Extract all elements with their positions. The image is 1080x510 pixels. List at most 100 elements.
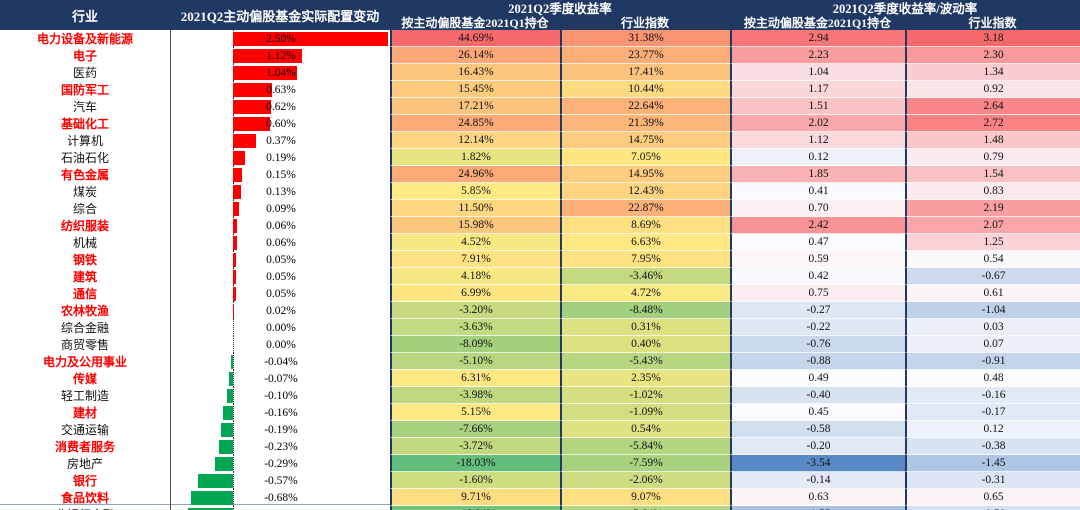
negative-allocation-bar [190,490,233,505]
table-row: 国防军工 0.63% 15.45% 10.44% 1.17 0.92 [0,81,1080,98]
industry-label: 石油石化 [60,151,109,165]
return-index-cell: 14.75% [560,132,730,149]
rv-index-cell: 2.07 [905,217,1080,234]
industry-label: 商贸零售 [60,338,109,352]
return-holdings-cell: 16.43% [390,64,560,81]
table-row: 综合金融 0.00% -3.63% 0.31% -0.22 0.03 [0,319,1080,336]
return-holdings-cell: 15.45% [390,81,560,98]
return-index-cell: 22.87% [560,200,730,217]
industry-label: 综合金融 [60,321,109,335]
rv-index-cell: 0.12 [905,421,1080,438]
rv-holdings-cell: -0.22 [730,319,905,336]
rv-holdings-cell: -1.55 [730,506,905,510]
allocation-value: 0.05% [266,253,296,266]
allocation-bar-cell: 0.09% [170,200,390,217]
rv-index-cell: -1.45 [905,455,1080,472]
table-row: 煤炭 0.13% 5.85% 12.43% 0.41 0.83 [0,183,1080,200]
return-holdings-cell: -8.09% [390,336,560,353]
rv-holdings-cell: 0.41 [730,183,905,200]
table-row: 建筑 0.05% 4.18% -3.46% 0.42 -0.67 [0,268,1080,285]
allocation-bar-cell: 0.15% [170,166,390,183]
negative-allocation-bar [226,388,233,403]
allocation-bar-cell: 0.05% [170,285,390,302]
rv-index-cell: 1.25 [905,234,1080,251]
rv-holdings-cell: -0.88 [730,353,905,370]
rv-index-cell: 3.18 [905,30,1080,47]
allocation-value: 1.12% [266,49,296,62]
return-holdings-cell: 1.82% [390,149,560,166]
allocation-value: 0.19% [266,151,296,164]
return-holdings-cell: 12.14% [390,132,560,149]
allocation-bar-cell: 0.60% [170,115,390,132]
return-index-cell: -5.43% [560,353,730,370]
return-index-cell: -1.09% [560,404,730,421]
rv-index-cell: -0.67 [905,268,1080,285]
table-row: 基础化工 0.60% 24.85% 21.39% 2.02 2.72 [0,115,1080,132]
industry-label: 交通运输 [60,423,109,437]
industry-label: 纺织服装 [60,219,109,233]
return-index-cell: 4.72% [560,285,730,302]
return-index-cell: 7.95% [560,251,730,268]
table-row: 食品饮料 -0.68% 9.71% 9.07% 0.63 0.65 [0,489,1080,506]
rv-holdings-cell: -0.58 [730,421,905,438]
allocation-bar-cell: -0.16% [170,404,390,421]
header-group-quarterly-return: 2021Q2季度收益率 [508,1,612,16]
allocation-value: 0.62% [266,100,296,113]
header-industry: 行业 [71,8,98,24]
allocation-value: 0.06% [266,236,296,249]
table-row: 商贸零售 0.00% -8.09% 0.40% -0.76 0.07 [0,336,1080,353]
return-holdings-cell: -1.60% [390,472,560,489]
allocation-value: -0.19% [264,423,298,436]
table-row: 汽车 0.62% 17.21% 22.64% 1.51 2.64 [0,98,1080,115]
rv-holdings-cell: 1.85 [730,166,905,183]
positive-allocation-bar [233,184,242,199]
return-holdings-cell: 5.85% [390,183,560,200]
table-row: 钢铁 0.05% 7.91% 7.95% 0.59 0.54 [0,251,1080,268]
table-row: 通信 0.05% 6.99% 4.72% 0.75 0.61 [0,285,1080,302]
industry-label: 食品饮料 [60,491,109,505]
industry-label: 房地产 [66,457,103,471]
return-index-cell: 9.07% [560,489,730,506]
allocation-bar-cell: 0.00% [170,336,390,353]
negative-allocation-bar [187,507,233,510]
allocation-bar-cell: -0.04% [170,353,390,370]
rv-holdings-cell: -0.14 [730,472,905,489]
return-index-cell: 17.41% [560,64,730,81]
table-row: 机械 0.06% 4.52% 6.63% 0.47 1.25 [0,234,1080,251]
rv-holdings-cell: 0.70 [730,200,905,217]
negative-allocation-bar [215,456,233,471]
rv-holdings-cell: 0.75 [730,285,905,302]
negative-allocation-bar [218,439,233,454]
allocation-value: 0.63% [266,83,296,96]
rv-holdings-cell: 0.59 [730,251,905,268]
rv-holdings-cell: 0.47 [730,234,905,251]
return-index-cell: 14.95% [560,166,730,183]
rv-holdings-cell: 0.49 [730,370,905,387]
industry-label: 基础化工 [60,117,109,131]
industry-label: 电子 [72,49,97,63]
allocation-bar-cell: 0.05% [170,251,390,268]
rv-holdings-cell: 2.23 [730,47,905,64]
return-holdings-cell: -5.10% [390,353,560,370]
return-index-cell: 21.39% [560,115,730,132]
allocation-bar-cell: 1.12% [170,47,390,64]
rv-index-cell: 0.07 [905,336,1080,353]
return-holdings-cell: 24.96% [390,166,560,183]
header-allocation-change: 2021Q2主动偏股基金实际配置变动 [180,8,380,24]
allocation-value: 0.05% [266,270,296,283]
rv-index-cell: 1.48 [905,132,1080,149]
rv-index-cell: 0.92 [905,81,1080,98]
allocation-value: -0.23% [264,440,298,453]
allocation-value: -0.16% [264,406,298,419]
table-row: 电子 1.12% 26.14% 23.77% 2.23 2.30 [0,47,1080,64]
industry-label: 电力设备及新能源 [36,32,133,46]
positive-allocation-bar [233,65,298,80]
positive-allocation-bar [233,252,237,267]
rv-index-cell: -0.16 [905,387,1080,404]
allocation-bar-cell: 0.05% [170,268,390,285]
industry-label: 消费者服务 [54,440,115,454]
rv-index-cell: 2.19 [905,200,1080,217]
rv-holdings-cell: 1.12 [730,132,905,149]
rv-index-cell: -0.38 [905,438,1080,455]
